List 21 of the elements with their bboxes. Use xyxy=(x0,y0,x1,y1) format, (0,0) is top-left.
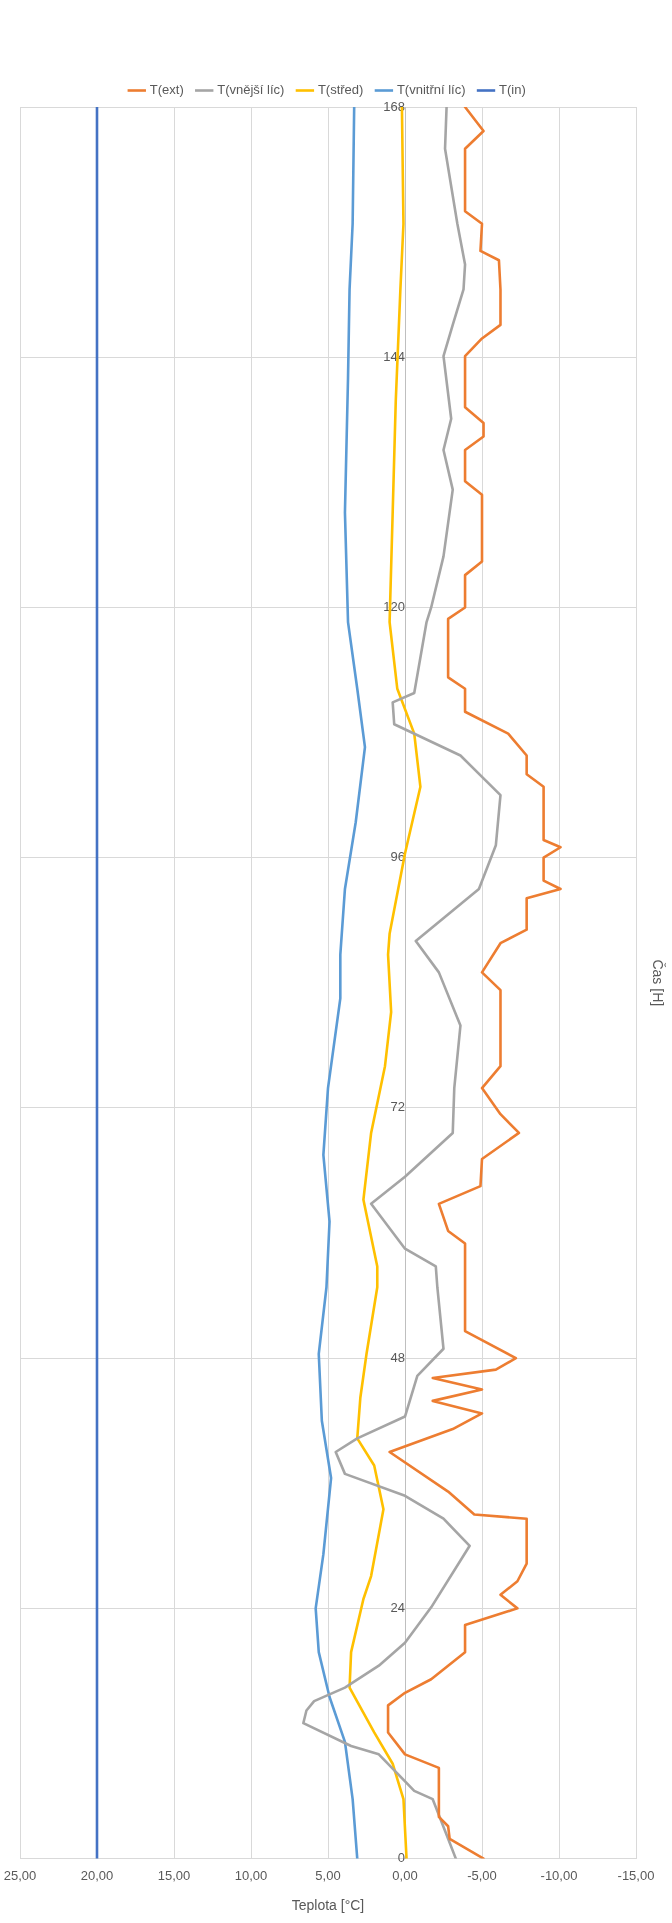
x-tick-label: -10,00 xyxy=(540,1867,578,1883)
legend-label: T(ext) xyxy=(149,82,184,98)
legend-label: T(střed) xyxy=(317,82,364,98)
y-tick-label: 48 xyxy=(390,1349,405,1365)
legend-label: T(vnitřní líc) xyxy=(396,82,466,98)
y-axis-title: Čas [H] xyxy=(650,959,667,1007)
y-tick-label: 24 xyxy=(390,1599,405,1615)
legend-label: T(in) xyxy=(499,82,526,98)
y-tick-label: 168 xyxy=(383,98,405,114)
x-tick-label: -15,00 xyxy=(617,1867,655,1883)
x-tick-label: 15,00 xyxy=(157,1867,191,1883)
y-tick-label: 72 xyxy=(390,1099,405,1115)
x-tick-label: 20,00 xyxy=(80,1867,114,1883)
x-axis-title: Teplota [°C] xyxy=(291,1897,365,1914)
x-tick-label: -5,00 xyxy=(467,1867,497,1883)
legend-label: T(vnější líc) xyxy=(217,82,285,98)
y-tick-label: 0 xyxy=(397,1850,405,1866)
x-tick-label: 5,00 xyxy=(315,1867,341,1883)
x-tick-label: 0,00 xyxy=(392,1867,418,1883)
x-tick-label: 25,00 xyxy=(3,1867,37,1883)
x-tick-label: 10,00 xyxy=(234,1867,268,1883)
